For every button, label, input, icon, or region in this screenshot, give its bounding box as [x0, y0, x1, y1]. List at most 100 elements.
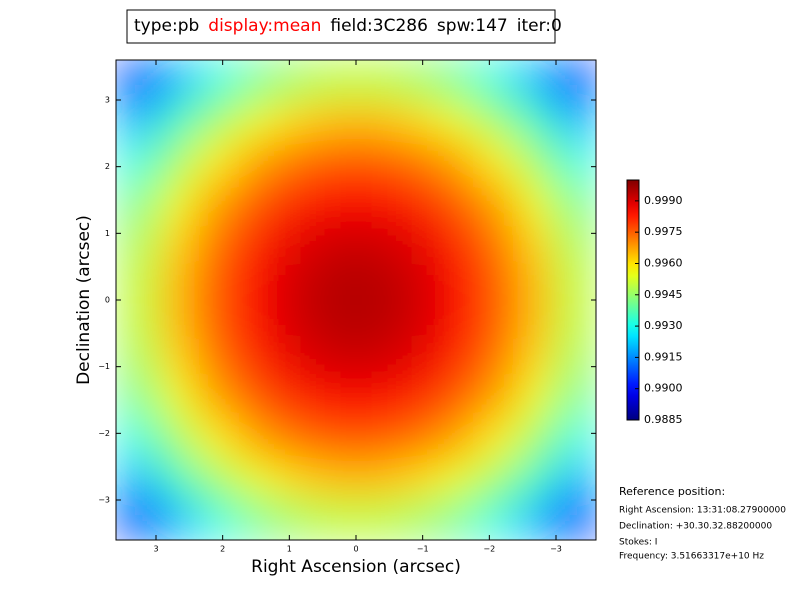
- heatmap-cell: [236, 140, 277, 181]
- y-tick-label: 3: [105, 96, 110, 105]
- heatmap-cell: [316, 500, 357, 540]
- heatmap-cell: [316, 180, 357, 221]
- x-tick-label: 1: [287, 545, 292, 554]
- heatmap-cell: [356, 220, 397, 261]
- heatmap-cell: [356, 500, 397, 540]
- heatmap-cell: [556, 340, 596, 381]
- reference-line: Stokes: I: [619, 538, 657, 548]
- heatmap-cell: [156, 460, 197, 501]
- heatmap-cell: [116, 140, 157, 181]
- heatmap-cell: [116, 100, 157, 141]
- x-tick-label: −2: [483, 545, 495, 554]
- heatmap-cell: [276, 140, 317, 181]
- heatmap-cell: [516, 420, 557, 461]
- heatmap-cell: [396, 140, 437, 181]
- heatmap-cell: [196, 180, 237, 221]
- heatmap-cell: [476, 380, 517, 421]
- heatmap-cell: [156, 100, 197, 141]
- heatmap-cell: [196, 380, 237, 421]
- x-tick-label: −1: [417, 545, 429, 554]
- heatmap-cell: [556, 180, 596, 221]
- reference-line: Frequency: 3.51663317e+10 Hz: [619, 552, 764, 562]
- heatmap-cell: [436, 500, 477, 540]
- heatmap-cell: [116, 300, 157, 341]
- heatmap-cell: [276, 420, 317, 461]
- heatmap-cell: [476, 180, 517, 221]
- heatmap-cell: [476, 420, 517, 461]
- heatmap-cell: [316, 380, 357, 421]
- title-part: display:mean: [208, 16, 321, 36]
- y-tick-label: −3: [98, 496, 110, 505]
- heatmap-cell: [196, 460, 237, 501]
- heatmap-cell: [436, 300, 477, 341]
- heatmap-cell: [436, 60, 477, 101]
- heatmap-cell: [436, 420, 477, 461]
- x-tick-label: 3: [153, 545, 158, 554]
- heatmap-cell: [156, 60, 197, 101]
- heatmap-cell: [236, 100, 277, 141]
- title-box: [126, 9, 556, 44]
- heatmap-cell: [516, 500, 557, 540]
- y-tick-label: −1: [98, 362, 110, 371]
- heatmap-cell: [236, 340, 277, 381]
- colorbar-tick-label: 0.9930: [644, 319, 683, 332]
- reference-line: Declination: +30.30.32.88200000: [619, 522, 772, 532]
- heatmap-cell: [316, 60, 357, 101]
- reference-heading: Reference position:: [619, 485, 725, 498]
- heatmap-cell: [236, 420, 277, 461]
- heatmap-cell: [356, 100, 397, 141]
- x-tick-label: 0: [353, 545, 358, 554]
- heatmap-cell: [516, 100, 557, 141]
- reference-line: Right Ascension: 13:31:08.27900000: [619, 506, 786, 516]
- y-tick-label: 2: [105, 162, 110, 171]
- heatmap-cell: [436, 140, 477, 181]
- heatmap-cell: [196, 300, 237, 341]
- heatmap-cell: [396, 180, 437, 221]
- heatmap-cell: [556, 100, 596, 141]
- heatmap-cell: [396, 100, 437, 141]
- heatmap-cell: [436, 380, 477, 421]
- heatmap-cell: [156, 420, 197, 461]
- heatmap-cell: [116, 460, 157, 501]
- heatmap-cell: [556, 460, 596, 501]
- chart-title: type:pb display:mean field:3C286 spw:147 ite…: [134, 16, 562, 36]
- heatmap-cell: [556, 220, 596, 261]
- heatmap-cell: [276, 100, 317, 141]
- heatmap-cell: [396, 60, 437, 101]
- heatmap-cell: [116, 340, 157, 381]
- title-part: field:3C286: [330, 16, 428, 36]
- heatmap-cell: [476, 260, 517, 301]
- heatmap-cell: [476, 220, 517, 261]
- colorbar-tick-label: 0.9975: [644, 225, 683, 238]
- heatmap-cell: [436, 340, 477, 381]
- heatmap-cell: [316, 100, 357, 141]
- heatmap-cell: [556, 500, 596, 540]
- colorbar: [626, 179, 640, 421]
- heatmap-cell: [316, 340, 357, 381]
- heatmap-cell: [276, 340, 317, 381]
- heatmap-cell: [396, 300, 437, 341]
- heatmap-cell: [436, 460, 477, 501]
- heatmap-cell: [236, 260, 277, 301]
- heatmap-cell: [516, 60, 557, 101]
- heatmap-cell: [196, 260, 237, 301]
- x-axis-label: Right Ascension (arcsec): [251, 557, 461, 577]
- heatmap-cell: [396, 220, 437, 261]
- image-area: [116, 60, 596, 540]
- heatmap-cell: [556, 60, 596, 101]
- heatmap-cell: [276, 500, 317, 540]
- heatmap-cell: [436, 220, 477, 261]
- heatmap-cell: [276, 380, 317, 421]
- heatmap-cell: [316, 300, 357, 341]
- heatmap-cell: [436, 260, 477, 301]
- heatmap-cell: [356, 140, 397, 181]
- heatmap-cell: [476, 460, 517, 501]
- heatmap-cell: [156, 220, 197, 261]
- heatmap-cell: [476, 340, 517, 381]
- heatmap-cell: [116, 260, 157, 301]
- heatmap-cell: [436, 100, 477, 141]
- heatmap-cell: [516, 380, 557, 421]
- heatmap-cell: [316, 220, 357, 261]
- x-tick-label: 2: [220, 545, 225, 554]
- title-part: iter:0: [517, 16, 562, 36]
